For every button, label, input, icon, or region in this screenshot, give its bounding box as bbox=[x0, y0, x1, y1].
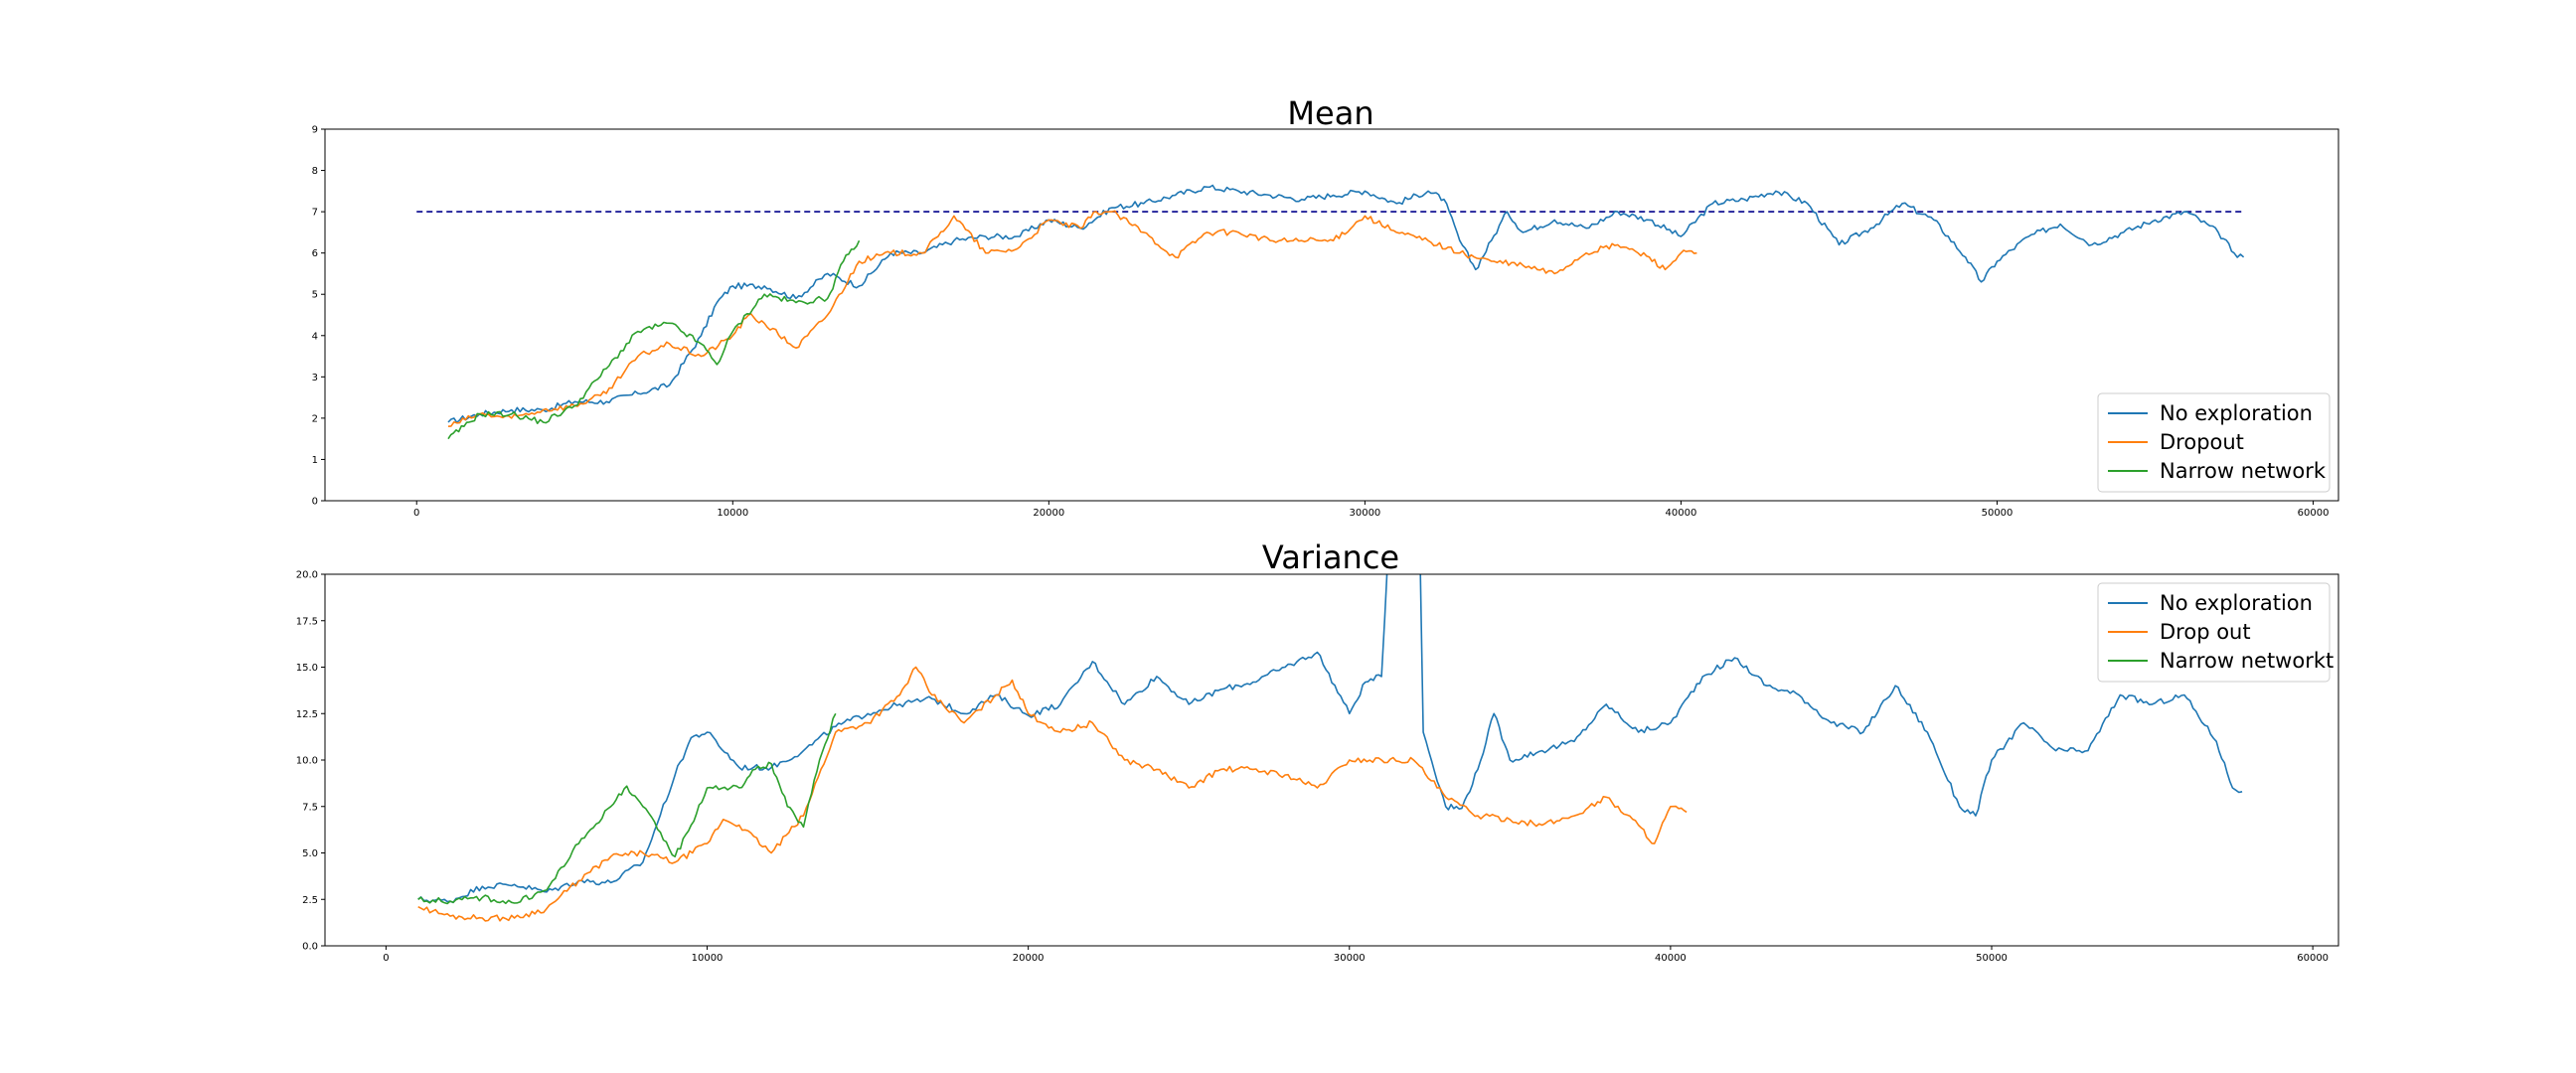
variance-chart: Variance 0 10000 20000 30000 40000 50000 60000… bbox=[296, 538, 2339, 964]
x-tick-label: 10000 bbox=[692, 953, 724, 964]
chart-title: Mean bbox=[1287, 94, 1373, 132]
x-tick-label: 0 bbox=[413, 508, 419, 519]
series-line-dropout bbox=[447, 210, 1697, 427]
x-tick-label: 40000 bbox=[1655, 953, 1687, 964]
x-tick-label: 30000 bbox=[1334, 953, 1366, 964]
plot-area-frame bbox=[324, 128, 2339, 502]
y-tick-label: 2 bbox=[312, 413, 318, 424]
legend-label: Dropout bbox=[2160, 430, 2244, 454]
y-tick-label: 9 bbox=[312, 125, 318, 136]
x-tick-label: 20000 bbox=[1033, 508, 1064, 519]
y-tick-label: 17.5 bbox=[296, 616, 318, 627]
series-line-no-exploration bbox=[447, 184, 2245, 424]
y-tick-label: 7 bbox=[312, 208, 318, 219]
x-tick-label: 60000 bbox=[2297, 953, 2329, 964]
x-tick-label: 30000 bbox=[1349, 508, 1380, 519]
y-tick-label: 1 bbox=[312, 455, 318, 466]
y-tick-label: 10.0 bbox=[296, 756, 318, 767]
x-tick-label: 50000 bbox=[1976, 953, 2008, 964]
y-tick-label: 15.0 bbox=[296, 663, 318, 674]
x-tick-label: 10000 bbox=[717, 508, 748, 519]
chart-title: Variance bbox=[1262, 538, 1399, 576]
x-tick-label: 60000 bbox=[2298, 508, 2330, 519]
y-tick-label: 0.0 bbox=[302, 942, 318, 953]
legend-box bbox=[2097, 392, 2331, 493]
x-tick-label: 0 bbox=[383, 953, 389, 964]
legend-label: No exploration bbox=[2160, 401, 2313, 425]
y-tick-label: 0 bbox=[312, 497, 318, 508]
y-tick-label: 3 bbox=[312, 373, 318, 383]
legend-label: Narrow network bbox=[2160, 459, 2327, 483]
series-line-no-exploration bbox=[417, 574, 2243, 904]
y-tick-label: 5 bbox=[312, 290, 318, 301]
y-tick-label: 4 bbox=[312, 331, 318, 342]
legend-label: Drop out bbox=[2160, 620, 2251, 644]
plot-area-frame bbox=[324, 573, 2339, 947]
y-tick-label: 12.5 bbox=[296, 709, 318, 720]
y-tick-label: 2.5 bbox=[302, 895, 318, 906]
series-line-drop-out bbox=[417, 666, 1688, 922]
x-tick-label: 40000 bbox=[1666, 508, 1697, 519]
y-tick-label: 20.0 bbox=[296, 570, 318, 581]
series-line-narrow-networkt bbox=[417, 712, 837, 905]
y-tick-label: 6 bbox=[312, 248, 318, 259]
legend: No exploration Drop out Narrow networkt bbox=[2097, 582, 2334, 683]
series-line-narrow-network bbox=[447, 239, 861, 440]
legend-label: Narrow networkt bbox=[2160, 649, 2334, 673]
legend-box bbox=[2097, 582, 2331, 683]
y-tick-label: 8 bbox=[312, 166, 318, 177]
x-tick-label: 20000 bbox=[1013, 953, 1045, 964]
mean-chart: Mean 0 10000 20000 30000 40000 50000 60000 0 1 2 3… bbox=[312, 94, 2339, 519]
legend: No exploration Dropout Narrow network bbox=[2097, 392, 2331, 493]
x-tick-label: 50000 bbox=[1982, 508, 2013, 519]
legend-label: No exploration bbox=[2160, 591, 2313, 615]
y-tick-label: 7.5 bbox=[302, 802, 318, 813]
y-tick-label: 5.0 bbox=[302, 848, 318, 859]
